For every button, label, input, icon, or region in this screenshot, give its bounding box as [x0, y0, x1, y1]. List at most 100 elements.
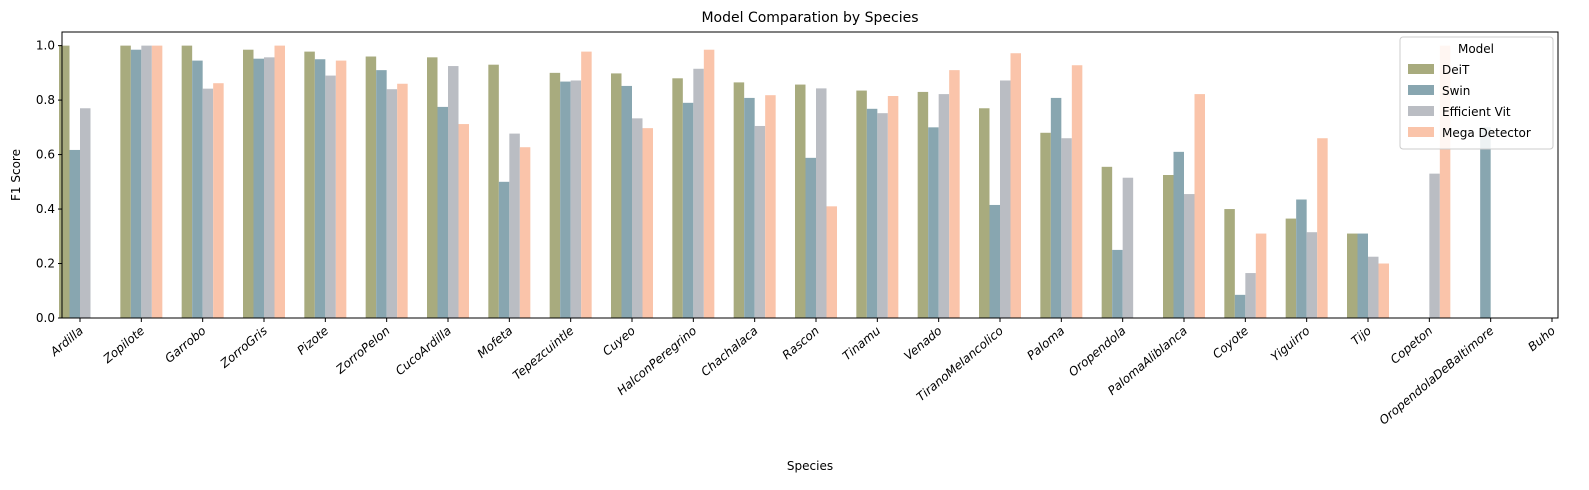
- legend-label-mega-detector: Mega Detector: [1442, 126, 1531, 140]
- x-axis-label: Species: [787, 459, 833, 473]
- legend-label-swin: Swin: [1442, 84, 1470, 98]
- bar-efficient-vit-coyote: [1245, 273, 1256, 318]
- bar-mega-detector-cuyeo: [642, 128, 653, 318]
- bar-efficient-vit-oropendola: [1122, 177, 1134, 318]
- bar-deit-zopilote: [120, 45, 131, 318]
- x-tick-label-tepezcuintle: Tepezcuintle: [510, 324, 577, 383]
- x-tick-label-zopilote: Zopilote: [100, 324, 148, 367]
- bar-efficient-vit-venado: [938, 94, 950, 318]
- x-tick-label-tinamu: Tinamu: [840, 323, 884, 363]
- y-tick-label: 1.0: [36, 39, 55, 53]
- legend-label-deit: DeiT: [1442, 63, 1470, 77]
- bar-efficient-vit-chachalaca: [754, 125, 766, 318]
- bar-efficient-vit-tinamu: [877, 113, 888, 318]
- x-tick-label-mofeta: Mofeta: [475, 324, 516, 361]
- bar-deit-mofeta: [488, 64, 499, 318]
- x-tick-label-garrobo: Garrobo: [162, 324, 208, 366]
- x-tick-label-oropendola: Oropendola: [1066, 324, 1129, 380]
- bar-mega-detector-tepezcuintle: [581, 51, 592, 319]
- bar-swin-cucoardilla: [437, 106, 448, 319]
- bar-efficient-vit-ardilla: [80, 108, 91, 319]
- x-tick-label-paloma: Paloma: [1024, 324, 1067, 363]
- bar-mega-detector-zopilote: [151, 45, 163, 318]
- bar-efficient-vit-tepezcuintle: [570, 80, 582, 318]
- bar-mega-detector-palomaaliblanca: [1194, 94, 1205, 318]
- bar-swin-garrobo: [192, 60, 203, 318]
- x-tick-label-copeton: Copeton: [1388, 324, 1436, 367]
- bar-efficient-vit-pizote: [325, 75, 336, 318]
- x-axis: Ardilla Zopilote Garrobo ZorroGris Pizote Zor…: [47, 318, 1558, 427]
- x-tick-label-coyote: Coyote: [1210, 324, 1251, 362]
- y-tick-label: 0.6: [36, 148, 55, 162]
- bar-efficient-vit-halconperegrino: [693, 68, 704, 319]
- bar-deit-cuyeo: [611, 73, 622, 318]
- legend: Model DeiT Swin Efficient Vit Mega Detector: [1399, 36, 1554, 150]
- bar-mega-detector-halconperegrino: [703, 49, 715, 318]
- x-tick-label-zorrogris: ZorroGris: [217, 324, 270, 372]
- bar-swin-zorropelon: [376, 70, 387, 318]
- bar-swin-ardilla: [69, 149, 80, 318]
- bar-efficient-vit-cucoardilla: [448, 66, 459, 318]
- bar-deit-cucoardilla: [427, 57, 438, 319]
- bar-deit-garrobo: [181, 45, 193, 318]
- bar-swin-mofeta: [498, 181, 510, 318]
- bar-swin-paloma: [1050, 97, 1062, 318]
- bar-deit-palomaaliblanca: [1163, 175, 1174, 318]
- bar-deit-venado: [917, 91, 929, 318]
- bar-swin-chachalaca: [744, 97, 755, 318]
- bar-efficient-vit-cuyeo: [632, 118, 643, 319]
- bar-mega-detector-garrobo: [213, 83, 224, 319]
- bar-swin-coyote: [1234, 294, 1246, 318]
- bar-mega-detector-tijo: [1378, 263, 1389, 318]
- bar-efficient-vit-zopilote: [141, 45, 152, 318]
- bar-deit-chachalaca: [733, 82, 745, 318]
- x-tick-label-zorropelon: ZorroPelon: [333, 324, 393, 378]
- bar-mega-detector-mofeta: [519, 147, 531, 318]
- legend-box: [1399, 36, 1554, 150]
- bar-deit-ardilla: [59, 45, 70, 318]
- bar-efficient-vit-yiguirro: [1306, 232, 1318, 318]
- x-tick-label-cuyeo: Cuyeo: [600, 324, 638, 359]
- bar-efficient-vit-rascon: [816, 88, 827, 318]
- bar-swin-zorrogris: [253, 58, 264, 319]
- x-tick-label-pizote: Pizote: [294, 324, 331, 358]
- legend-swatch-mega-detector: [1408, 127, 1434, 137]
- bar-deit-paloma: [1040, 132, 1051, 318]
- bar-deit-halconperegrino: [672, 78, 683, 318]
- bar-efficient-vit-copeton: [1429, 173, 1440, 318]
- bar-deit-zorrogris: [243, 49, 254, 318]
- bar-efficient-vit-tiranomelancolico: [1000, 80, 1011, 318]
- x-tick-label-buho: Buho: [1525, 324, 1558, 355]
- bar-efficient-vit-palomaaliblanca: [1184, 194, 1195, 318]
- bar-mega-detector-copeton: [1439, 45, 1451, 318]
- bar-mega-detector-venado: [949, 70, 960, 318]
- x-tick-label-tijo: Tijo: [1349, 324, 1374, 348]
- legend-swatch-deit: [1408, 64, 1434, 74]
- bar-deit-tiranomelancolico: [979, 108, 990, 319]
- bar-efficient-vit-garrobo: [202, 88, 214, 318]
- bar-swin-palomaaliblanca: [1173, 151, 1184, 318]
- bars-layer: [59, 45, 1491, 319]
- legend-title: Model: [1458, 42, 1494, 56]
- bar-mega-detector-tiranomelancolico: [1010, 53, 1021, 318]
- y-tick-label: 0.2: [36, 257, 55, 271]
- bar-swin-pizote: [314, 59, 326, 318]
- y-axis: 0.0 0.2 0.4 0.6 0.8 1.0: [36, 39, 62, 325]
- bar-swin-oropendoladebaltimore: [1480, 127, 1491, 318]
- legend-swatch-swin: [1408, 85, 1434, 95]
- legend-swatch-efficient-vit: [1408, 106, 1434, 116]
- bar-efficient-vit-zorrogris: [264, 57, 275, 319]
- bar-efficient-vit-zorropelon: [386, 89, 398, 318]
- bar-deit-tepezcuintle: [549, 72, 561, 318]
- bar-swin-rascon: [805, 157, 816, 318]
- x-tick-label-cucoardilla: CucoArdilla: [393, 324, 454, 378]
- bar-deit-oropendola: [1101, 166, 1113, 318]
- x-tick-label-yiguirro: Yiguirro: [1268, 324, 1312, 364]
- y-tick-label: 0.4: [36, 202, 55, 216]
- bar-swin-halconperegrino: [682, 102, 694, 318]
- bar-efficient-vit-paloma: [1061, 138, 1072, 318]
- bar-deit-tijo: [1347, 233, 1358, 318]
- bar-swin-venado: [928, 127, 939, 318]
- bar-mega-detector-zorrogris: [274, 45, 285, 318]
